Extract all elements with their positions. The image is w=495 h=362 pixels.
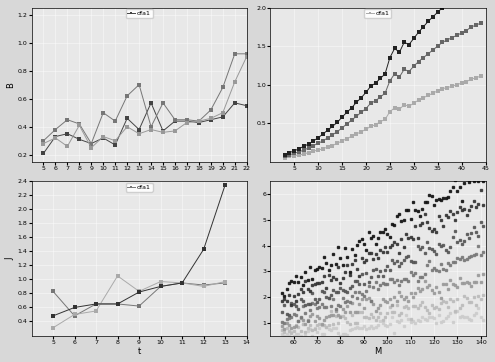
Y-axis label: J: J [5,257,14,260]
X-axis label: t: t [138,348,141,357]
Legend: dfa1: dfa1 [126,182,152,191]
Legend: dfa1: dfa1 [364,9,392,18]
X-axis label: M: M [374,348,382,357]
Y-axis label: B: B [5,82,15,88]
Legend: dfa1: dfa1 [126,9,152,18]
